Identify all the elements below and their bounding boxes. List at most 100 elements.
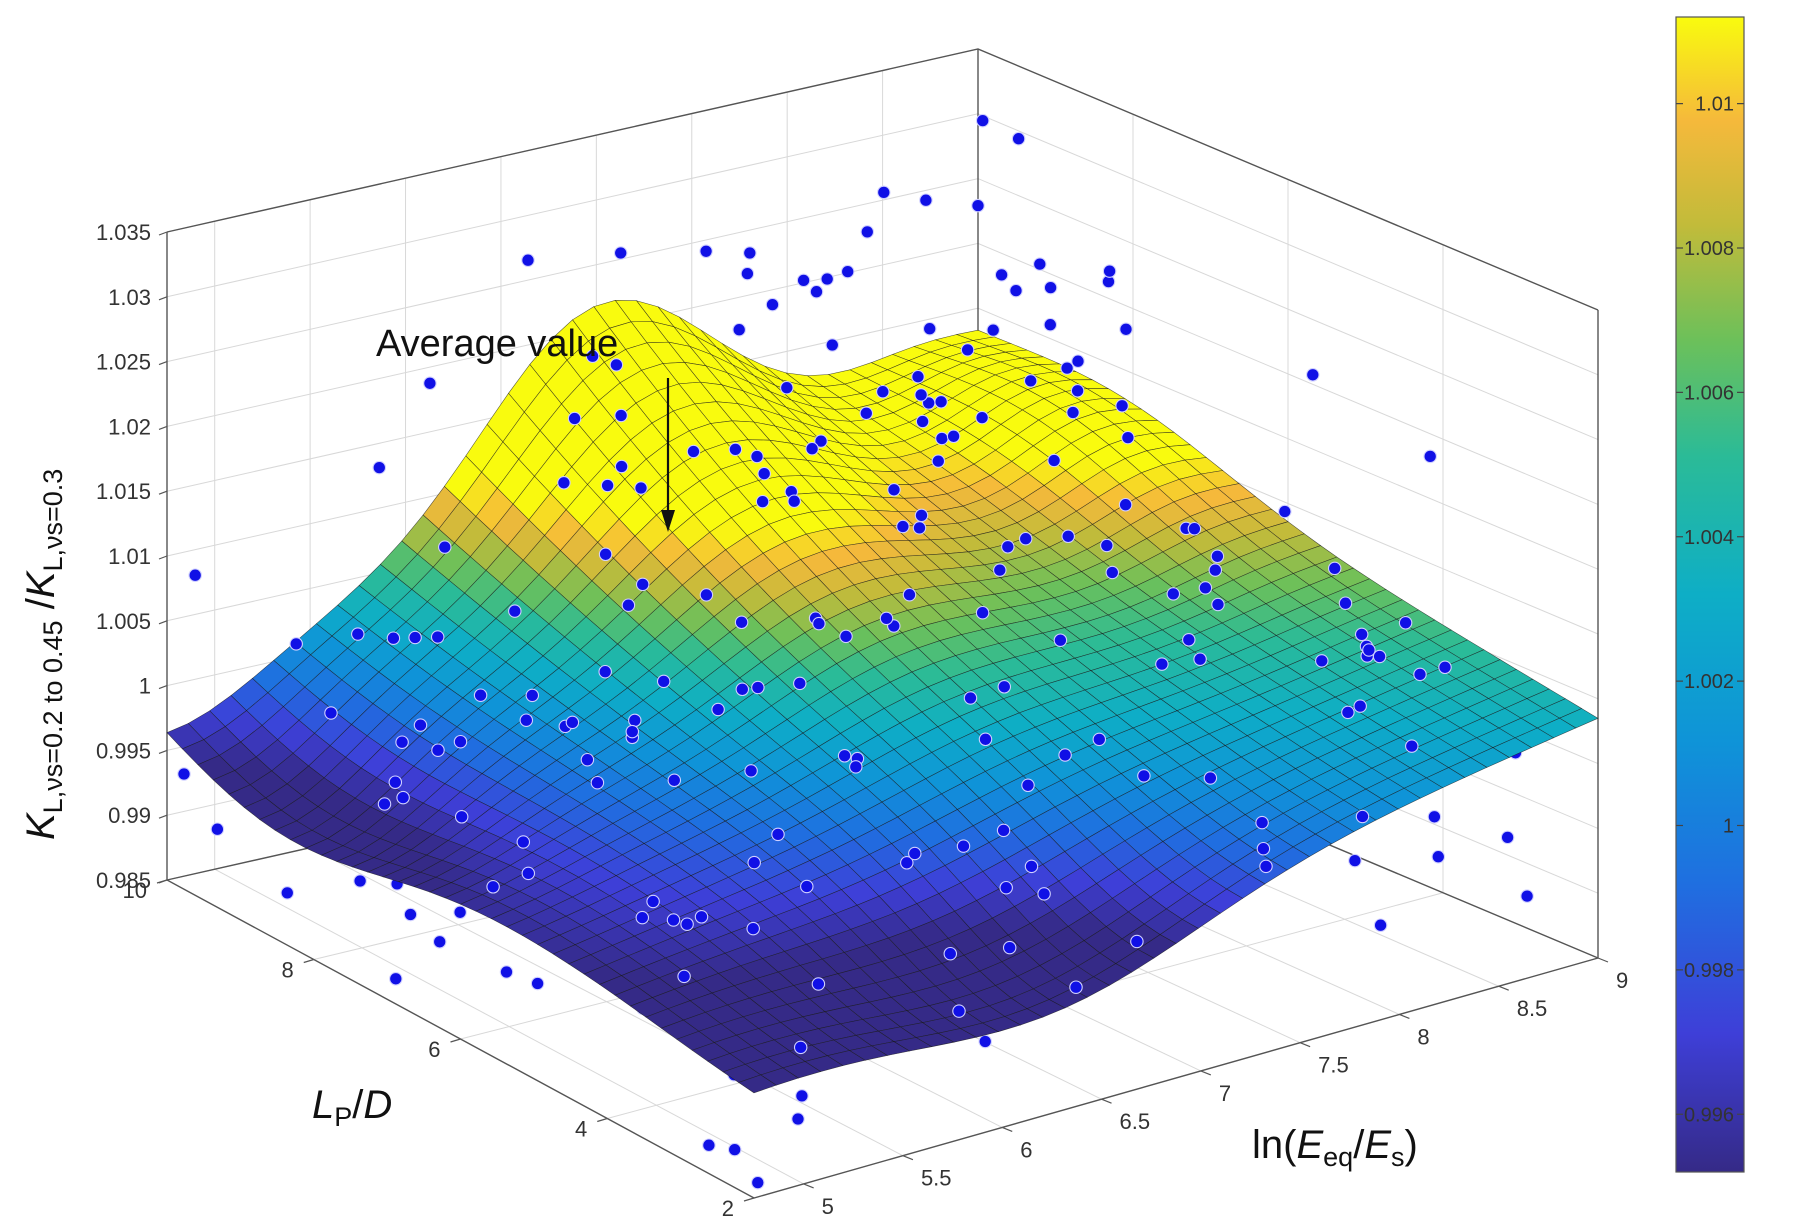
z-tick-label-3: 1 xyxy=(139,674,151,699)
data-point-306 xyxy=(839,629,853,644)
data-point-36 xyxy=(1024,859,1039,874)
data-point-273 xyxy=(508,604,522,618)
y-tick-label-2: 6 xyxy=(428,1037,440,1062)
data-point-174 xyxy=(1211,597,1225,612)
data-point-28 xyxy=(453,734,468,749)
colorbar-tick-label-0: 0.996 xyxy=(1684,1104,1734,1126)
data-point-33 xyxy=(423,376,437,391)
data-point-145 xyxy=(960,343,975,357)
data-point-241 xyxy=(565,715,580,730)
data-point-322 xyxy=(896,519,910,534)
data-point-340 xyxy=(1058,748,1072,762)
data-point-177 xyxy=(1011,131,1026,146)
data-point-321 xyxy=(735,682,750,697)
data-point-341 xyxy=(289,637,303,651)
x-tick-label-1: 5.5 xyxy=(921,1166,952,1191)
data-point-147 xyxy=(1001,540,1015,554)
data-point-183 xyxy=(1438,660,1452,675)
data-point-358 xyxy=(395,735,409,749)
data-point-111 xyxy=(728,442,743,457)
data-point-82 xyxy=(377,797,392,811)
y-tick-label-1: 4 xyxy=(575,1117,587,1142)
z-tick-label-9: 1.03 xyxy=(108,285,151,310)
data-point-169 xyxy=(859,406,874,421)
data-point-93 xyxy=(386,631,401,645)
data-point-267 xyxy=(1431,849,1446,864)
data-point-122 xyxy=(919,193,933,207)
data-point-342 xyxy=(915,414,930,429)
data-point-367 xyxy=(812,616,826,631)
z-tick-mark-8 xyxy=(158,361,168,366)
data-point-303 xyxy=(1348,853,1362,868)
data-point-242 xyxy=(1362,643,1376,657)
data-point-331 xyxy=(840,264,855,279)
data-point-345 xyxy=(1353,699,1367,713)
data-point-309 xyxy=(635,577,650,592)
data-point-277 xyxy=(922,321,937,336)
z-tick-label-0: 0.985 xyxy=(96,868,151,893)
annotation-arrowhead xyxy=(661,510,675,532)
data-point-67 xyxy=(765,297,780,312)
data-point-43 xyxy=(403,907,418,922)
x-tick-mark-5 xyxy=(1299,1042,1311,1048)
fitted-surface xyxy=(166,299,1599,1094)
data-point-346 xyxy=(876,384,890,399)
data-point-191 xyxy=(978,1034,992,1049)
data-point-141 xyxy=(791,1112,805,1126)
data-point-226 xyxy=(486,880,500,894)
data-point-266 xyxy=(1355,809,1370,824)
z-tick-mark-6 xyxy=(158,490,168,495)
data-point-253 xyxy=(771,827,785,842)
data-point-222 xyxy=(1372,649,1387,664)
annotation-text: Average value xyxy=(376,323,618,365)
data-point-156 xyxy=(795,1089,809,1103)
data-point-114 xyxy=(743,246,757,260)
data-point-139 xyxy=(809,284,824,299)
data-point-320 xyxy=(837,749,852,763)
data-point-128 xyxy=(1278,504,1292,519)
data-point-60 xyxy=(1315,654,1329,668)
data-point-185 xyxy=(1255,815,1269,830)
data-point-149 xyxy=(1259,859,1273,874)
data-point-90 xyxy=(438,540,452,554)
y-tick-label-3: 8 xyxy=(282,958,294,983)
y-tick-mark-1 xyxy=(597,1117,608,1123)
data-point-95 xyxy=(431,743,445,757)
data-point-97 xyxy=(751,680,765,695)
data-point-236 xyxy=(699,244,713,259)
colorbar-tick-label-3: 1.002 xyxy=(1684,671,1734,693)
colorbar-tick-label-7: 1.01 xyxy=(1695,94,1734,116)
x-tick-label-4: 7 xyxy=(1219,1081,1231,1106)
data-point-135 xyxy=(408,630,422,645)
data-point-161 xyxy=(413,718,428,732)
data-point-107 xyxy=(1105,565,1120,580)
data-point-240 xyxy=(820,272,834,286)
data-point-121 xyxy=(975,605,990,620)
data-point-197 xyxy=(580,752,595,767)
data-point-251 xyxy=(600,478,615,493)
data-point-45 xyxy=(699,588,714,602)
data-point-155 xyxy=(1405,739,1419,753)
data-point-80 xyxy=(1100,538,1114,553)
data-point-333 xyxy=(1009,283,1023,298)
z-axis-label: KL,νs=0.2 to 0.45 /KL,νs=0.3 xyxy=(19,469,68,840)
colorbar: 0.996 0.998 1 1.002 1.004 1.006 1.008 1.01 xyxy=(1675,16,1745,1173)
data-point-373 xyxy=(372,460,387,475)
y-tick-mark-0 xyxy=(743,1197,755,1202)
data-point-323 xyxy=(746,921,760,936)
data-point-317 xyxy=(1327,561,1342,576)
data-point-308 xyxy=(780,380,794,395)
data-point-203 xyxy=(1427,810,1442,824)
x-tick-label-6: 8 xyxy=(1417,1024,1429,1049)
data-point-124 xyxy=(280,886,295,900)
data-point-58 xyxy=(1354,627,1369,642)
data-point-370 xyxy=(396,790,410,805)
data-point-279 xyxy=(1071,354,1085,368)
data-point-41 xyxy=(324,706,338,720)
data-point-299 xyxy=(1338,596,1353,610)
data-point-56 xyxy=(1002,940,1017,955)
x-tick-mark-8 xyxy=(1597,957,1609,963)
data-point-92 xyxy=(1155,657,1169,671)
data-point-51 xyxy=(1043,280,1058,295)
data-point-305 xyxy=(351,627,365,641)
